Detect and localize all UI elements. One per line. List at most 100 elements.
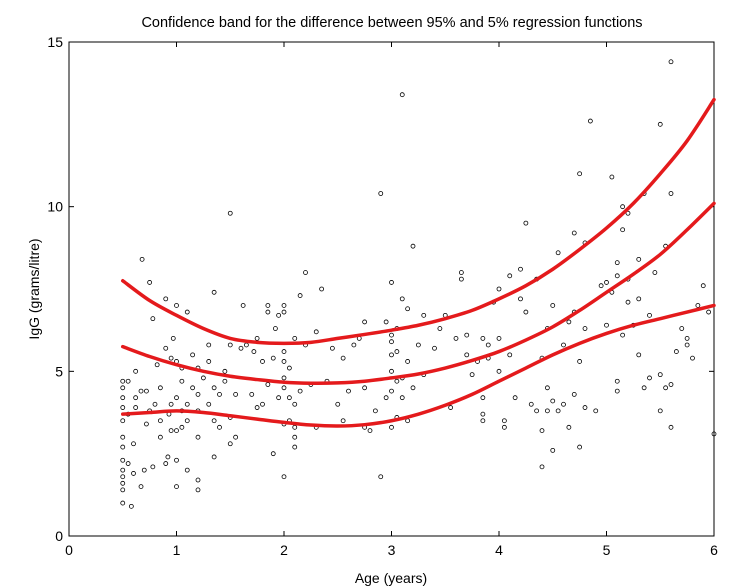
data-point: [222, 378, 228, 384]
data-point: [292, 335, 298, 341]
data-point: [587, 118, 593, 124]
data-point: [566, 424, 572, 430]
data-point: [227, 441, 233, 447]
data-point: [281, 303, 287, 308]
data-point: [195, 434, 201, 440]
data-point: [260, 401, 265, 407]
data-point: [184, 418, 190, 424]
data-point: [286, 365, 292, 371]
data-point: [297, 388, 303, 394]
data-point: [405, 359, 411, 364]
data-point: [507, 273, 513, 279]
data-point: [163, 345, 169, 351]
data-point: [480, 411, 486, 417]
data-point: [168, 355, 174, 361]
data-point: [227, 342, 233, 348]
data-point: [657, 408, 663, 414]
data-point: [195, 477, 201, 483]
x-tick-label: 0: [65, 542, 73, 558]
data-point: [480, 395, 486, 401]
data-point: [138, 388, 144, 394]
data-point: [593, 408, 599, 414]
data-point: [684, 342, 690, 348]
x-tick-label: 6: [710, 542, 718, 558]
data-point: [254, 335, 260, 341]
data-point: [496, 286, 502, 292]
data-point: [700, 283, 706, 289]
data-point: [163, 461, 169, 466]
data-point: [679, 326, 685, 331]
data-point: [157, 434, 163, 440]
data-point: [152, 401, 158, 407]
data-point: [281, 385, 287, 391]
data-point: [405, 418, 411, 424]
data-point: [227, 210, 233, 216]
data-point: [625, 299, 631, 305]
data-point: [362, 385, 368, 391]
data-point: [138, 484, 144, 490]
data-point: [143, 421, 149, 427]
x-tick-label: 2: [280, 542, 288, 558]
data-point: [711, 431, 717, 437]
data-point: [399, 395, 405, 401]
data-point: [249, 391, 255, 397]
data-point: [139, 256, 145, 262]
data-point: [399, 92, 405, 98]
data-point: [179, 424, 185, 430]
data-point: [174, 457, 179, 463]
data-point: [292, 424, 298, 430]
data-point: [657, 372, 663, 378]
data-point: [544, 408, 550, 414]
data-point: [410, 243, 416, 249]
data-point: [480, 335, 486, 341]
data-point: [200, 375, 206, 381]
data-point: [496, 368, 502, 374]
data-point: [168, 401, 174, 407]
data-point: [292, 401, 298, 407]
regression-curve: [121, 97, 716, 346]
data-point: [518, 266, 523, 272]
data-point: [695, 303, 701, 308]
data-point: [157, 418, 163, 424]
data-point: [184, 467, 190, 473]
data-point: [571, 391, 577, 397]
data-point: [120, 418, 126, 424]
data-point: [154, 362, 160, 368]
data-point: [265, 309, 271, 315]
data-point: [276, 312, 282, 318]
data-point: [620, 332, 626, 338]
y-axis-label: IgG (grams/litre): [26, 238, 42, 339]
data-point: [163, 296, 169, 302]
data-point: [243, 342, 249, 348]
data-point: [281, 375, 287, 381]
data-point: [211, 289, 217, 295]
regression-curves: [121, 97, 716, 428]
data-point: [276, 395, 282, 401]
data-point: [297, 293, 303, 298]
data-point: [625, 210, 631, 216]
data-point: [133, 368, 139, 374]
data-point: [120, 457, 126, 463]
x-axis-label: Age (years): [355, 570, 427, 586]
data-point: [378, 191, 384, 196]
data-point: [555, 408, 561, 414]
y-axis: 0 5 10 15: [47, 34, 714, 544]
data-point: [190, 385, 196, 391]
data-point: [604, 280, 609, 285]
data-point: [346, 388, 351, 394]
data-point: [389, 388, 394, 394]
y-tick-label: 15: [47, 34, 63, 50]
data-point: [120, 467, 126, 473]
data-point: [174, 428, 179, 434]
data-point: [507, 352, 513, 358]
data-point: [668, 59, 674, 65]
data-point: [125, 378, 131, 384]
data-point: [389, 280, 394, 285]
data-point: [272, 326, 278, 331]
data-point: [577, 444, 583, 450]
data-point: [614, 260, 620, 266]
x-tick-label: 1: [173, 542, 181, 558]
data-point: [496, 335, 502, 341]
data-point: [170, 335, 176, 341]
